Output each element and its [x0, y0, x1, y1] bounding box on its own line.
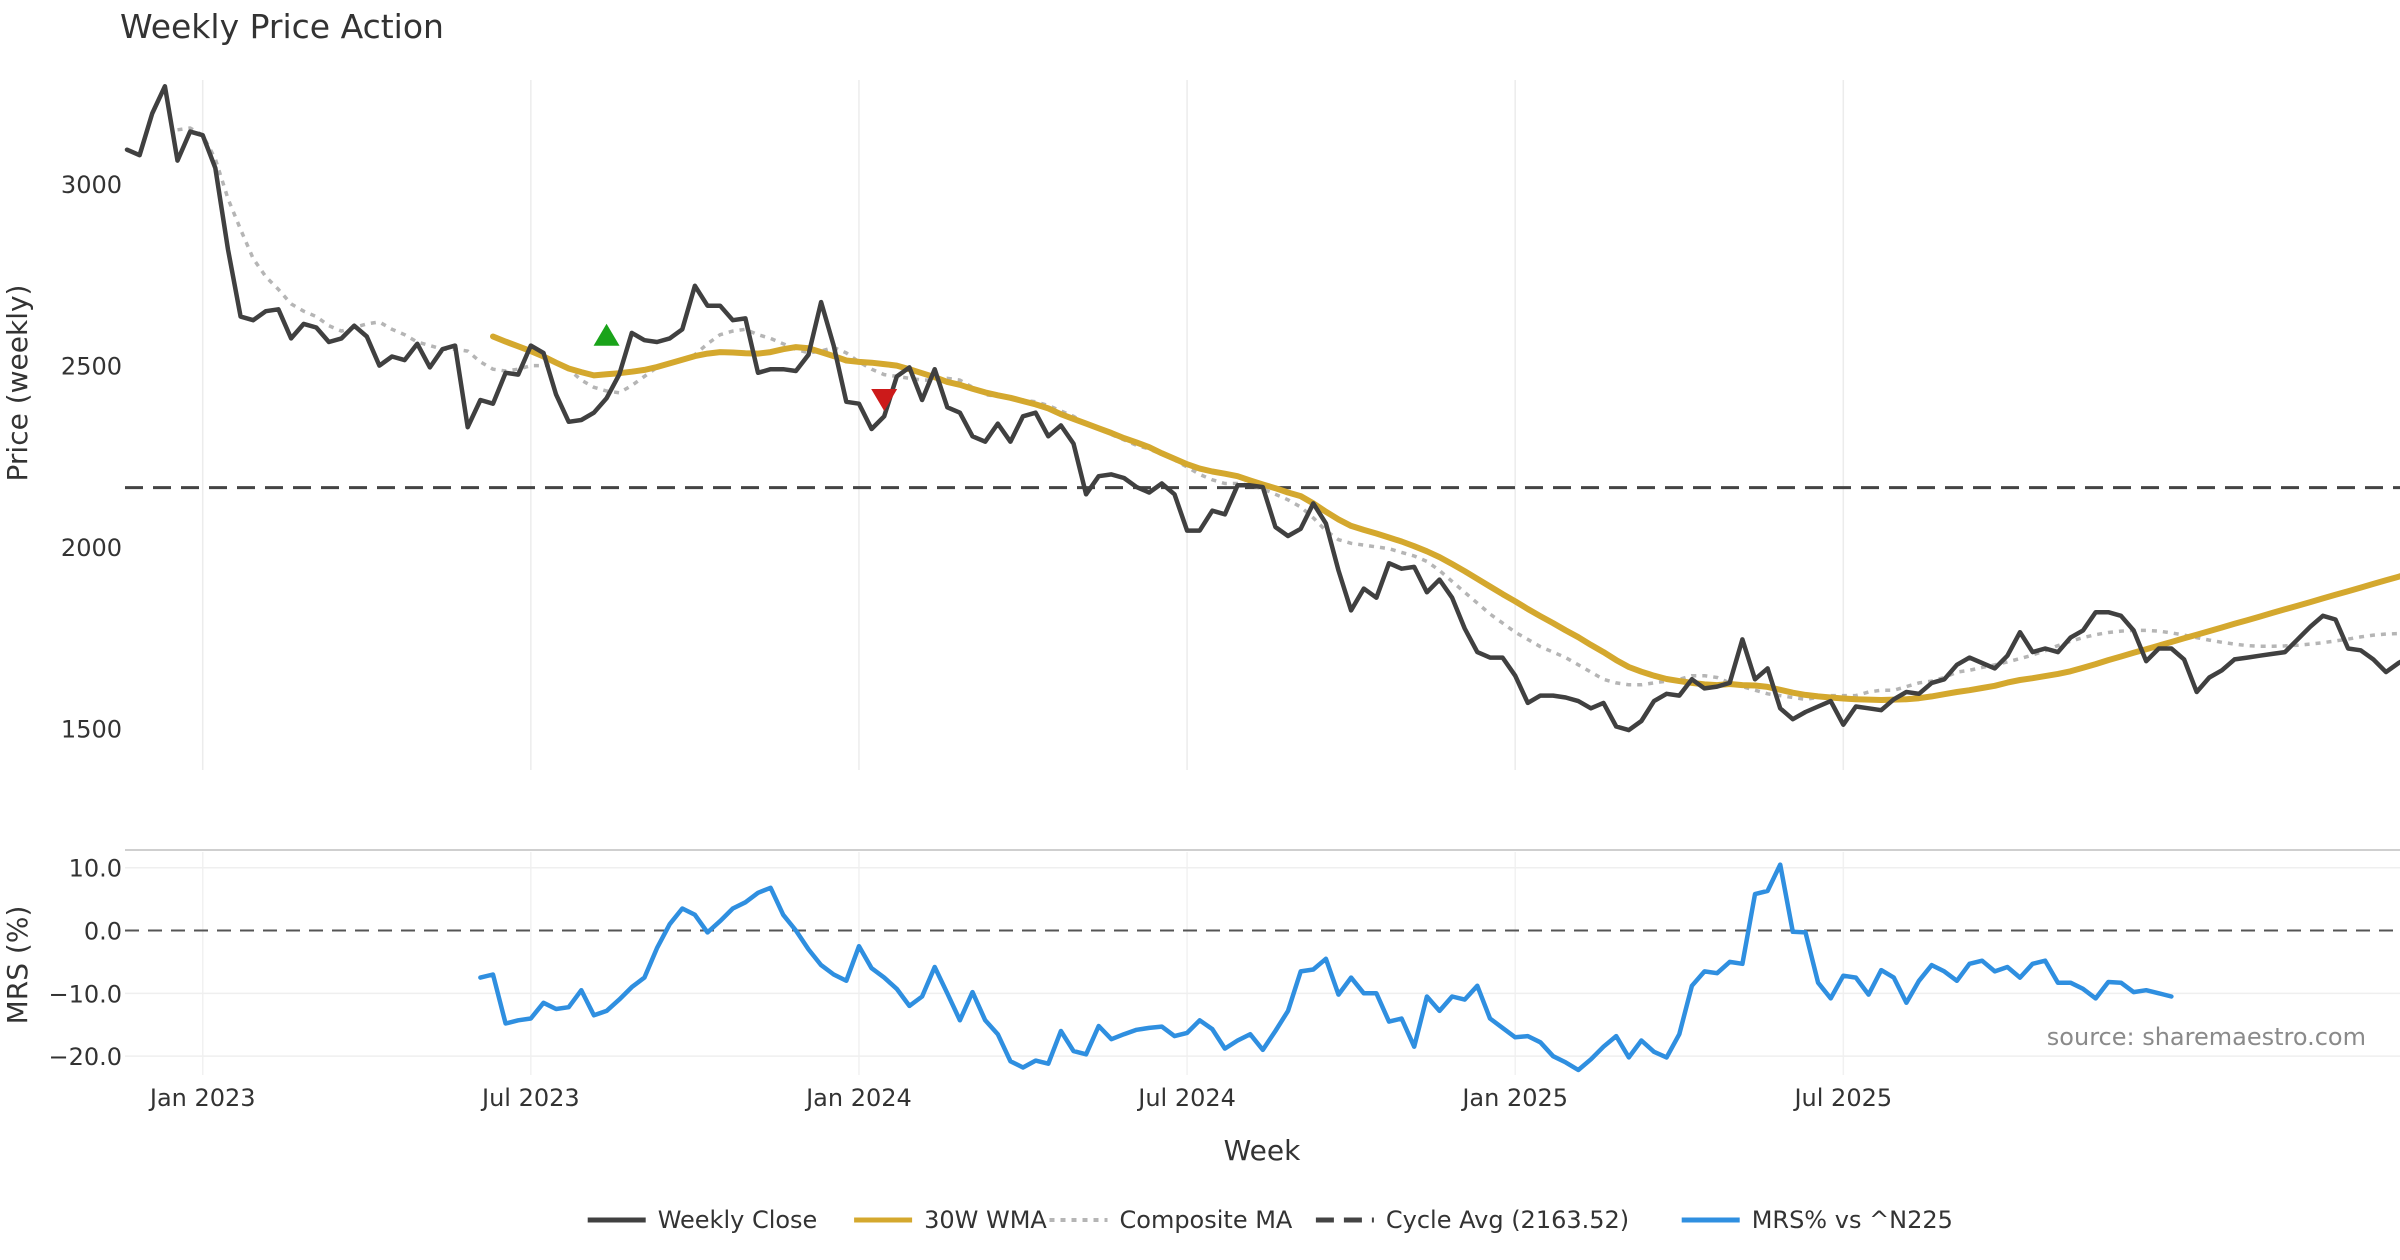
x-tick-label: Jul 2023: [480, 1084, 580, 1112]
legend: Weekly Close 30W WMA Composite MA Cycle Avg…: [587, 1206, 1953, 1234]
price-y-tick-label: 3000: [61, 171, 122, 199]
signal-markers: [593, 323, 898, 412]
composite-ma-line: [177, 126, 2400, 702]
x-axis-ticks: Jan 2023 Jul 2023 Jan 2024 Jul 2024 Jan 2025…: [148, 1084, 1892, 1112]
source-note: source: sharemaestro.com: [2047, 1023, 2366, 1051]
price-y-axis-label: Price (weekly): [1, 285, 34, 482]
wma-30w-line: [490, 333, 2400, 703]
price-series: [124, 84, 2400, 733]
sell-signal-marker: [871, 389, 898, 412]
x-tick-label: Jan 2024: [804, 1084, 912, 1112]
price-y-tick-label: 1500: [61, 715, 122, 743]
x-axis-label: Week: [1224, 1134, 1301, 1167]
legend-label: MRS% vs ^N225: [1752, 1206, 1953, 1234]
buy-signal-marker: [593, 323, 620, 346]
mrs-y-axis-label: MRS (%): [1, 906, 34, 1025]
legend-label: Weekly Close: [658, 1206, 818, 1234]
x-tick-label: Jan 2025: [1460, 1084, 1568, 1112]
legend-label: 30W WMA: [924, 1206, 1047, 1234]
mrs-y-ticks: 10.0 0.0 −10.0 −20.0: [48, 855, 122, 1071]
price-y-ticks: 1500 2000 2500 3000: [61, 171, 122, 743]
mrs-y-tick-label: −20.0: [48, 1043, 122, 1071]
x-tick-label: Jul 2024: [1136, 1084, 1236, 1112]
mrs-y-tick-label: −10.0: [48, 980, 122, 1008]
price-y-tick-label: 2500: [61, 353, 122, 381]
price-panel: 1500 2000 2500 3000 Price (weekly): [1, 80, 2400, 770]
chart-title: Weekly Price Action: [120, 7, 444, 46]
mrs-y-tick-label: 10.0: [69, 855, 122, 883]
mrs-series: [478, 862, 2174, 1073]
mrs-y-tick-label: 0.0: [84, 918, 122, 946]
mrs-line: [478, 862, 2174, 1073]
mrs-grid: [125, 852, 2400, 1075]
price-grid: [201, 80, 1845, 770]
weekly-close-line: [124, 84, 2400, 733]
legend-label: Cycle Avg (2163.52): [1386, 1206, 1629, 1234]
legend-label: Composite MA: [1120, 1206, 1293, 1234]
mrs-panel: 10.0 0.0 −10.0 −20.0 MRS (%) source: sharem…: [1, 849, 2400, 1075]
price-y-tick-label: 2000: [61, 534, 122, 562]
x-tick-label: Jan 2023: [148, 1084, 256, 1112]
x-tick-label: Jul 2025: [1792, 1084, 1892, 1112]
